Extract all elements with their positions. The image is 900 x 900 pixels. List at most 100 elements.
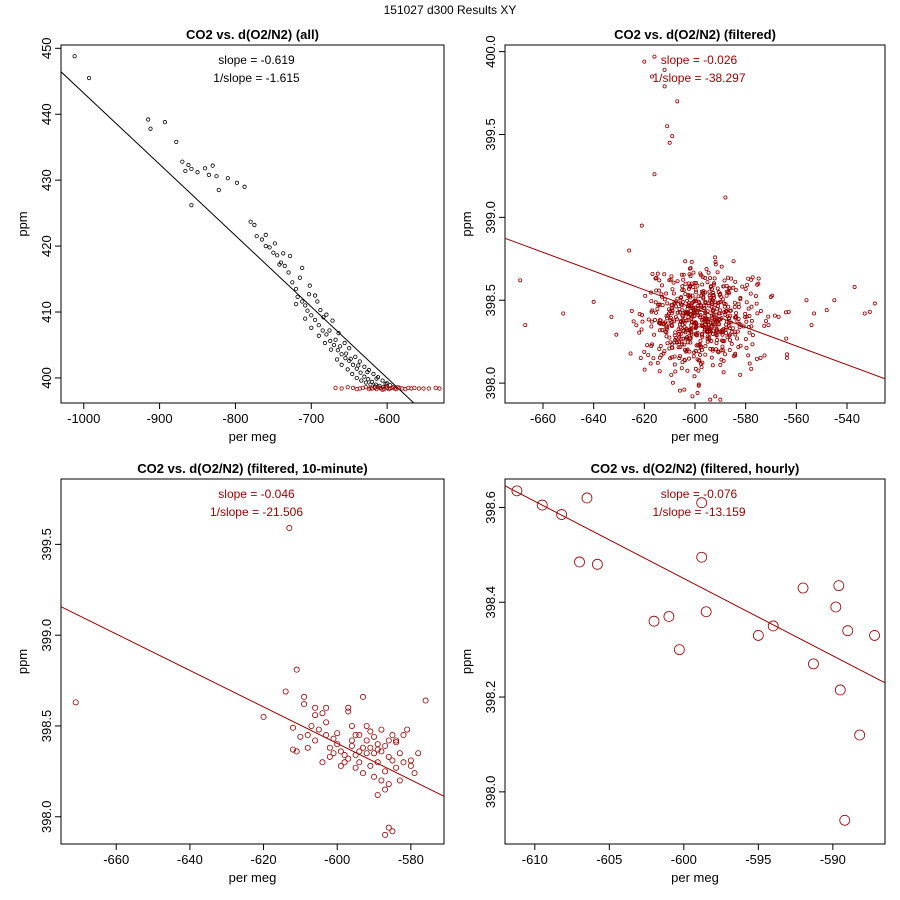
data-point	[374, 759, 381, 766]
data-point	[679, 366, 684, 371]
data-point	[750, 333, 755, 338]
data-point	[686, 315, 691, 320]
data-point	[312, 704, 319, 711]
x-tick-label: -620	[631, 411, 657, 426]
data-point	[363, 737, 370, 744]
data-point	[708, 397, 713, 402]
data-point	[689, 281, 694, 286]
data-point	[343, 356, 348, 361]
data-point	[727, 290, 732, 295]
data-point	[216, 187, 221, 193]
data-point	[797, 582, 809, 594]
data-point	[330, 750, 337, 757]
data-point	[328, 347, 334, 352]
data-point	[709, 313, 714, 318]
data-point	[711, 293, 716, 298]
data-point	[374, 741, 381, 748]
data-point	[691, 354, 696, 359]
data-point	[655, 360, 660, 365]
data-point	[679, 272, 684, 277]
data-point	[186, 162, 191, 168]
data-point	[722, 301, 727, 306]
data-point	[736, 317, 741, 322]
data-point	[354, 366, 359, 371]
data-point	[703, 299, 708, 304]
data-point	[723, 352, 728, 357]
data-point	[672, 300, 677, 305]
page-title: 151027 d300 Results XY	[383, 3, 517, 17]
data-point	[766, 323, 771, 328]
data-point	[371, 773, 378, 780]
data-point	[354, 375, 359, 381]
data-point	[707, 293, 712, 298]
data-point	[733, 287, 738, 292]
data-point	[365, 369, 370, 375]
data-point	[741, 324, 746, 329]
data-point-filtered	[380, 387, 385, 392]
data-point	[689, 330, 694, 335]
data-point	[303, 316, 308, 321]
data-point	[694, 281, 699, 286]
data-point	[657, 278, 662, 283]
data-point	[649, 74, 654, 79]
data-point	[639, 327, 644, 332]
inverse-slope-annotation: 1/slope = -38.297	[652, 71, 745, 85]
data-point	[561, 311, 566, 316]
data-point	[746, 353, 751, 358]
data-point	[385, 824, 392, 831]
data-point	[681, 314, 686, 319]
y-axis-label: ppm	[15, 649, 30, 674]
data-point	[698, 313, 703, 318]
data-point	[649, 299, 654, 304]
data-point	[728, 320, 733, 325]
data-point	[367, 744, 374, 751]
x-tick-label: -640	[177, 852, 203, 867]
data-point	[334, 730, 341, 737]
data-point	[664, 291, 669, 296]
data-point	[680, 342, 685, 347]
inverse-slope-annotation: 1/slope = -21.506	[210, 505, 303, 519]
data-point	[637, 311, 642, 316]
data-point	[366, 377, 371, 382]
data-point	[711, 291, 716, 296]
data-point	[685, 340, 690, 345]
data-point	[728, 308, 733, 313]
data-point	[353, 354, 358, 359]
plot-frame	[60, 478, 445, 845]
x-axis-label: per meg	[671, 429, 719, 444]
data-point	[312, 293, 318, 298]
data-point	[706, 270, 711, 275]
data-point	[706, 301, 711, 306]
data-point	[679, 339, 684, 344]
data-point	[195, 170, 200, 175]
data-point	[272, 241, 277, 246]
y-tick-label: 400.0	[483, 35, 498, 68]
data-point	[382, 831, 389, 838]
data-point	[708, 276, 713, 281]
data-point	[306, 292, 312, 297]
data-point	[348, 722, 355, 729]
x-tick-label: -580	[398, 852, 424, 867]
data-point	[162, 120, 168, 125]
data-point	[371, 733, 378, 740]
data-point	[714, 317, 719, 322]
data-point	[303, 303, 308, 308]
data-point	[359, 770, 366, 777]
data-point	[686, 356, 691, 361]
data-point	[685, 335, 690, 340]
data-point	[591, 558, 603, 570]
data-point	[322, 340, 328, 346]
data-point	[657, 328, 662, 333]
regression-line	[61, 606, 444, 797]
data-point	[719, 357, 724, 362]
data-point	[710, 363, 715, 368]
data-point	[758, 308, 763, 313]
data-point	[666, 307, 671, 312]
data-point	[696, 349, 701, 354]
plot-body	[61, 525, 444, 838]
data-point	[646, 317, 651, 322]
data-point	[523, 323, 528, 328]
data-point	[733, 332, 738, 337]
data-point	[720, 344, 725, 349]
data-point	[696, 551, 708, 563]
